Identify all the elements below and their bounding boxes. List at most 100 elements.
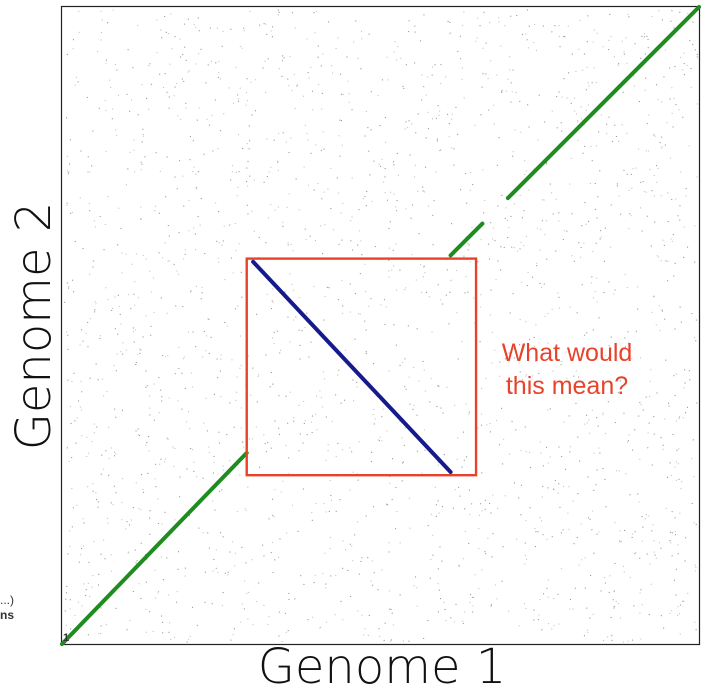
noise-dot <box>646 35 648 37</box>
noise-dot <box>201 286 203 288</box>
noise-dot <box>239 87 241 89</box>
noise-dot <box>669 612 671 614</box>
noise-dot <box>538 614 540 616</box>
noise-dot <box>247 213 249 215</box>
reverse-alignment-segment <box>251 259 453 475</box>
noise-dot <box>388 542 390 544</box>
noise-dot <box>314 32 316 34</box>
noise-dot <box>423 369 425 371</box>
noise-dot <box>234 552 236 554</box>
noise-dot <box>380 304 382 306</box>
noise-dot <box>596 533 598 535</box>
noise-dot <box>364 196 366 198</box>
noise-dot <box>304 124 306 126</box>
noise-dot <box>145 608 147 610</box>
noise-dot <box>150 334 152 336</box>
noise-dot <box>534 528 536 530</box>
noise-dot <box>71 526 73 528</box>
noise-dot <box>299 344 301 346</box>
y-axis-label: Genome 2 <box>6 202 62 451</box>
noise-dot <box>166 556 168 558</box>
noise-dot <box>70 406 72 408</box>
noise-dot <box>145 554 147 556</box>
noise-dot <box>277 9 279 11</box>
noise-dot <box>510 15 512 17</box>
noise-dot <box>685 195 687 197</box>
noise-dot <box>546 538 548 540</box>
noise-dot <box>484 199 486 201</box>
noise-dot <box>109 79 111 81</box>
noise-dot <box>606 133 608 135</box>
noise-dot <box>150 325 152 327</box>
noise-dot <box>683 387 685 389</box>
noise-dot <box>165 356 167 358</box>
noise-dot <box>527 9 529 11</box>
noise-dot <box>692 43 694 45</box>
noise-dot <box>134 549 136 551</box>
noise-dot <box>667 192 669 194</box>
noise-dot <box>466 202 468 204</box>
noise-dot <box>688 145 690 147</box>
noise-dot <box>246 167 248 169</box>
noise-dot <box>578 359 580 361</box>
noise-dot <box>186 641 188 643</box>
noise-dot <box>64 610 66 612</box>
noise-dot <box>660 260 662 262</box>
noise-dot <box>122 478 124 480</box>
noise-dot <box>536 262 538 264</box>
noise-dot <box>660 437 662 439</box>
noise-dot <box>149 510 151 512</box>
noise-dot <box>437 461 439 463</box>
noise-dot <box>404 128 406 130</box>
noise-dot <box>553 625 555 627</box>
noise-dot <box>509 312 511 314</box>
noise-dot <box>193 166 195 168</box>
noise-dot <box>664 418 666 420</box>
noise-dot <box>386 503 388 505</box>
noise-dot <box>449 21 451 23</box>
noise-dot <box>307 184 309 186</box>
noise-dot <box>221 489 223 491</box>
noise-dot <box>83 583 85 585</box>
noise-dot <box>89 377 91 379</box>
noise-dot <box>146 558 148 560</box>
noise-dot <box>610 204 612 206</box>
noise-dot <box>125 184 127 186</box>
noise-dot <box>642 409 644 411</box>
noise-dot <box>127 551 129 553</box>
noise-dot <box>338 135 340 137</box>
noise-dot <box>249 175 251 177</box>
noise-dot <box>399 364 401 366</box>
noise-dot <box>588 104 590 106</box>
noise-dot <box>348 101 350 103</box>
noise-dot <box>654 135 656 137</box>
noise-dot <box>451 118 453 120</box>
noise-dot <box>501 91 503 93</box>
noise-dot <box>228 87 230 89</box>
noise-dot <box>70 423 72 425</box>
noise-dot <box>539 282 541 284</box>
noise-dot <box>685 537 687 539</box>
noise-dot <box>73 291 75 293</box>
noise-dot <box>403 444 405 446</box>
noise-dot <box>525 520 527 522</box>
noise-dot <box>155 463 157 465</box>
noise-dot <box>639 557 641 559</box>
noise-dot <box>86 455 88 457</box>
noise-dot <box>405 64 407 66</box>
noise-dot <box>168 631 170 633</box>
noise-dot <box>520 484 522 486</box>
noise-dot <box>80 150 82 152</box>
noise-dot <box>658 305 660 307</box>
noise-dot <box>94 226 96 228</box>
noise-dot <box>520 449 522 451</box>
noise-dot <box>327 444 329 446</box>
noise-dot <box>122 353 124 355</box>
noise-dot <box>160 389 162 391</box>
noise-dot <box>68 171 70 173</box>
noise-dot <box>579 19 581 21</box>
noise-dot <box>558 446 560 448</box>
noise-dot <box>443 454 445 456</box>
noise-dot <box>190 372 192 374</box>
noise-dot <box>463 97 465 99</box>
